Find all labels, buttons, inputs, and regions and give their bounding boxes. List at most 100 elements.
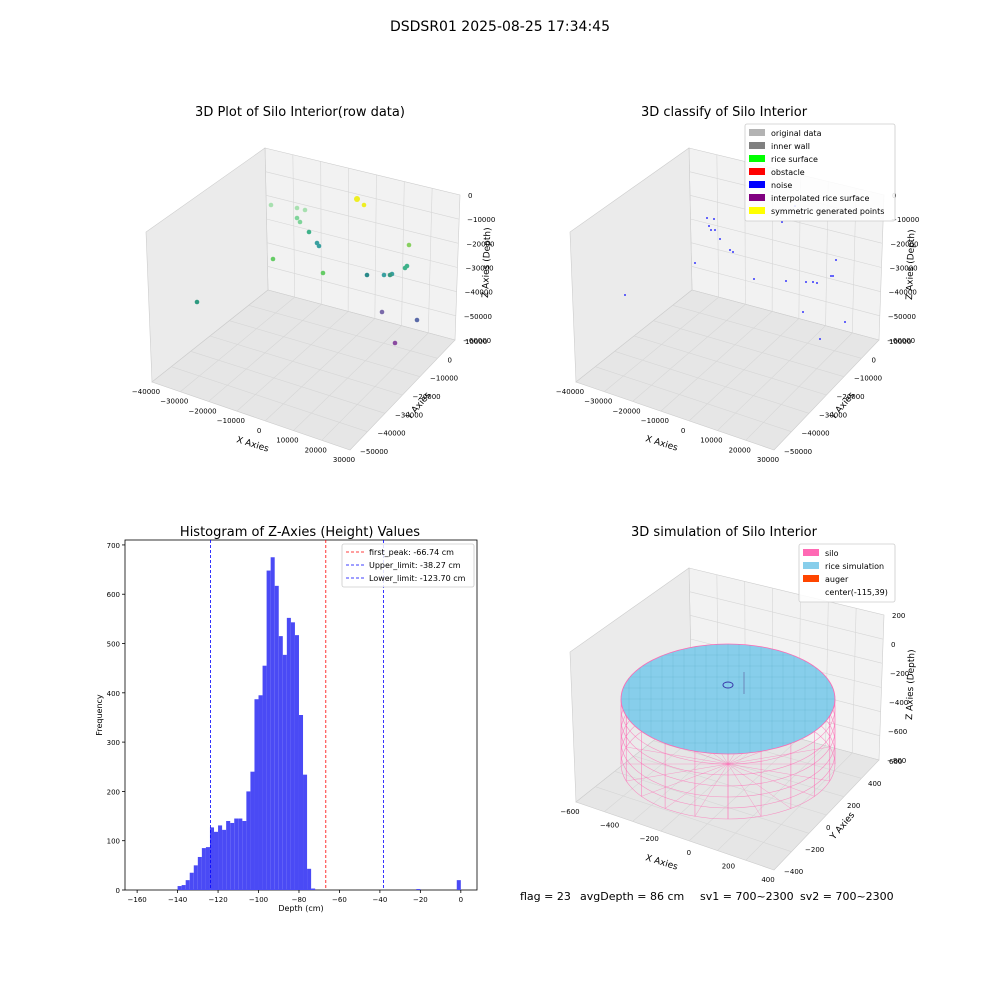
noise-point xyxy=(835,259,837,261)
panel-histogram: Histogram of Z-Axies (Height) Values −16… xyxy=(95,525,477,913)
z-tick-label: −60000 xyxy=(463,337,491,345)
noise-point xyxy=(830,275,832,277)
noise-point xyxy=(805,281,807,283)
scatter-point xyxy=(407,243,412,248)
legend-classify-swatch xyxy=(749,129,765,136)
scatter-point xyxy=(317,244,322,249)
scatter-point xyxy=(403,266,408,271)
chart-title-classify: 3D classify of Silo Interior xyxy=(641,105,808,120)
x-tick-label: −20 xyxy=(413,896,428,904)
y-tick-label: −10000 xyxy=(430,375,458,383)
chart-title-simulation: 3D simulation of Silo Interior xyxy=(631,525,818,540)
noise-point xyxy=(753,278,755,280)
x-tick-label: −30000 xyxy=(160,398,188,406)
panel-simulation-3d: 3D simulation of Silo Interior −600 −400 −… xyxy=(560,525,917,884)
chart-title-raw: 3D Plot of Silo Interior(row data) xyxy=(195,105,405,120)
x-tick-label: −10000 xyxy=(641,417,669,425)
x-axis-label-raw: X Axies xyxy=(235,435,270,454)
noise-point xyxy=(694,262,696,264)
legend-classify-swatch xyxy=(749,142,765,149)
legend-classify-swatch xyxy=(749,207,765,214)
legend-simulation-swatch xyxy=(803,575,819,582)
x-axis-label-classify: X Axies xyxy=(644,434,679,453)
legend-classify-label: inner wall xyxy=(771,142,810,151)
scatter-point xyxy=(362,203,367,208)
y-tick-label: 200 xyxy=(107,788,120,796)
histogram-bar xyxy=(206,847,210,890)
x-tick-label: −400 xyxy=(600,822,619,830)
scatter-point xyxy=(388,273,393,278)
scatter-point xyxy=(298,220,303,225)
noise-point xyxy=(732,251,734,253)
histogram-bar xyxy=(202,848,206,890)
x-axis-label-histogram: Depth (cm) xyxy=(278,904,323,913)
noise-point xyxy=(816,282,818,284)
x-tick-label: 20000 xyxy=(305,446,327,454)
x-tick-label: −140 xyxy=(168,896,187,904)
scatter-point xyxy=(354,196,360,202)
scatter-point xyxy=(321,271,326,276)
x-tick-label: 30000 xyxy=(333,456,355,464)
histogram-bar xyxy=(198,857,202,890)
histogram-bar xyxy=(303,775,307,890)
z-tick-label: −50000 xyxy=(464,313,492,321)
histogram-bar xyxy=(194,865,198,890)
histogram-bar xyxy=(214,832,218,890)
histogram-bar xyxy=(222,830,226,890)
legend-classify-swatch xyxy=(749,155,765,162)
noise-point xyxy=(706,217,708,219)
legend-simulation-label: center(-115,39) xyxy=(825,588,888,597)
x-tick-label: −20000 xyxy=(613,407,641,415)
histogram-bar xyxy=(283,655,287,890)
x-tick-label: 400 xyxy=(761,876,774,884)
noise-point xyxy=(785,280,787,282)
noise-point xyxy=(844,321,846,323)
histogram-bar xyxy=(190,873,194,890)
histogram-bar xyxy=(307,869,311,890)
scatter-point xyxy=(295,206,300,211)
y-tick-label: 200 xyxy=(847,802,860,810)
y-tick-label: 0 xyxy=(116,887,120,895)
histogram-bar xyxy=(291,622,295,890)
z-tick-label: −600 xyxy=(888,728,907,736)
scatter-point xyxy=(269,203,274,208)
histogram-bar xyxy=(246,791,250,890)
x-tick-label: 200 xyxy=(722,862,735,870)
y-axis-label-histogram: Frequency xyxy=(95,694,104,736)
histogram-bar xyxy=(182,885,186,890)
histogram-bar xyxy=(311,889,315,890)
noise-point xyxy=(713,218,715,220)
scatter-point xyxy=(380,310,385,315)
histogram-bar xyxy=(234,819,238,890)
x-tick-label: 0 xyxy=(257,427,261,435)
histogram-bar xyxy=(238,819,242,890)
3d-axes-box-raw: −40000−30000−20000−100000100002000030000… xyxy=(132,148,495,464)
histogram-bar xyxy=(226,821,230,890)
x-tick-label: 0 xyxy=(681,427,685,435)
panel-classify-scatter: 3D classify of Silo Interior −40000−3000… xyxy=(556,105,919,464)
x-tick-label: 10000 xyxy=(276,437,298,445)
noise-point xyxy=(802,311,804,313)
flag-text: flag = 23 xyxy=(520,890,571,903)
z-tick-label: −60000 xyxy=(887,337,915,345)
histogram-bar xyxy=(279,636,283,890)
x-tick-label: 10000 xyxy=(700,437,722,445)
legend-classify-swatch xyxy=(749,181,765,188)
y-tick-label: 700 xyxy=(107,542,120,550)
histogram-bar xyxy=(267,571,271,890)
scatter-point xyxy=(415,318,420,323)
x-tick-label: −40000 xyxy=(132,388,160,396)
scatter-point xyxy=(307,230,312,235)
x-tick-label: 30000 xyxy=(757,456,779,464)
x-tick-label: −600 xyxy=(560,808,579,816)
histogram-bar xyxy=(416,889,420,890)
x-tick-label: 0 xyxy=(687,849,691,857)
scatter-point xyxy=(271,257,276,262)
x-tick-label: −200 xyxy=(640,835,659,843)
x-tick-label: −10000 xyxy=(217,417,245,425)
noise-point xyxy=(714,229,716,231)
